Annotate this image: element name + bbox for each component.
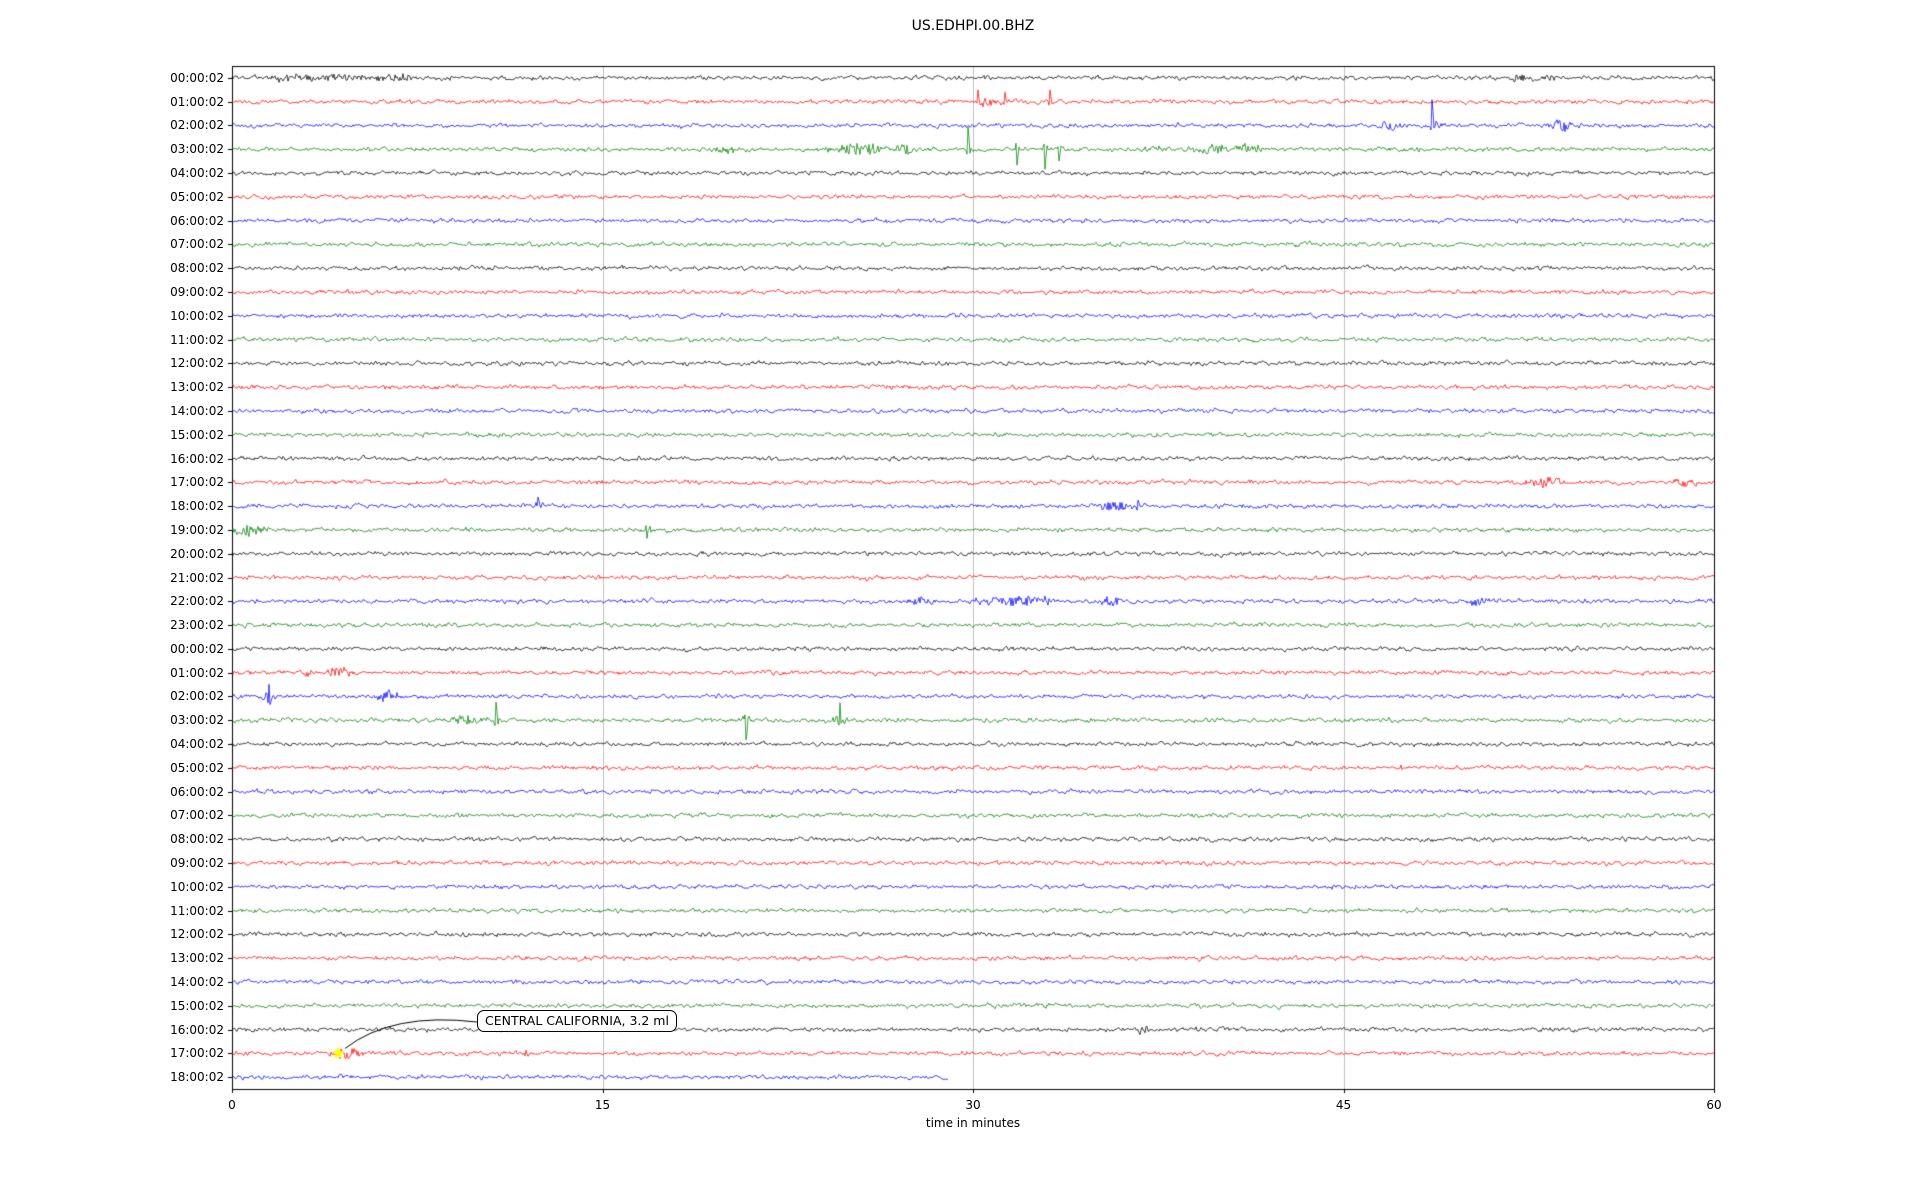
trace-time-label: 11:00:02 — [170, 332, 224, 347]
trace-time-label: 18:00:02 — [170, 499, 224, 514]
trace-time-label: 08:00:02 — [170, 261, 224, 276]
trace-time-label: 09:00:02 — [170, 285, 224, 299]
trace-time-label: 16:00:02 — [170, 451, 224, 466]
trace-time-label: 08:00:02 — [170, 832, 224, 847]
trace-time-label: 13:00:02 — [170, 380, 224, 395]
trace-time-label: 07:00:02 — [170, 237, 224, 252]
trace-time-label: 02:00:02 — [170, 118, 224, 133]
trace-time-label: 21:00:02 — [170, 570, 224, 585]
trace-time-label: 01:00:02 — [170, 94, 224, 109]
plot-title: US.EDHPI.00.BHZ — [911, 18, 1035, 34]
trace-time-label: 13:00:02 — [170, 951, 224, 966]
x-axis-tick-label: 60 — [1706, 1098, 1722, 1112]
trace-time-label: 01:00:02 — [170, 665, 224, 680]
trace-time-label: 14:00:02 — [170, 974, 224, 989]
x-axis-tick-label: 15 — [594, 1098, 611, 1112]
trace-time-label: 06:00:02 — [170, 784, 224, 799]
trace-time-label: 17:00:02 — [170, 475, 224, 490]
trace-time-label: 04:00:02 — [170, 166, 224, 181]
trace-time-label: 17:00:02 — [170, 1046, 224, 1061]
x-axis-tick-label: 30 — [965, 1098, 981, 1112]
event-annotation: CENTRAL CALIFORNIA, 3.2 ml — [477, 1010, 677, 1032]
trace-time-label: 16:00:02 — [170, 1022, 224, 1037]
trace-time-label: 18:00:02 — [170, 1070, 224, 1085]
trace-time-label: 11:00:02 — [170, 903, 224, 918]
trace-time-label: 00:00:02 — [170, 70, 224, 85]
trace-time-label: 05:00:02 — [170, 760, 224, 775]
x-axis-label: time in minutes — [925, 1116, 1021, 1130]
trace-time-label: 20:00:02 — [170, 546, 224, 561]
trace-time-label: 00:00:02 — [170, 641, 224, 656]
trace-time-label: 12:00:02 — [170, 927, 224, 942]
trace-time-label: 07:00:02 — [170, 808, 224, 823]
trace-time-label: 05:00:02 — [170, 189, 224, 204]
trace-time-label: 15:00:02 — [170, 998, 224, 1013]
trace-time-label: 19:00:02 — [170, 522, 224, 537]
trace-time-label: 09:00:02 — [170, 855, 224, 870]
trace-time-label: 06:00:02 — [170, 213, 224, 228]
trace-time-label: 02:00:02 — [170, 689, 224, 704]
trace-time-label: 10:00:02 — [170, 308, 224, 323]
trace-time-label: 23:00:02 — [170, 618, 224, 633]
trace-time-label: 03:00:02 — [170, 713, 224, 728]
trace-time-label: 04:00:02 — [170, 737, 224, 752]
trace-time-label: 03:00:02 — [170, 142, 224, 157]
trace-time-label: 12:00:02 — [170, 356, 224, 371]
trace-time-label: 14:00:02 — [170, 403, 224, 418]
event-annotation-text: CENTRAL CALIFORNIA, 3.2 ml — [485, 1013, 669, 1028]
trace-time-label: 10:00:02 — [170, 879, 224, 894]
trace-time-label: 15:00:02 — [170, 427, 224, 442]
trace-time-label: 22:00:02 — [170, 594, 224, 609]
x-axis-tick-label: 45 — [1335, 1098, 1352, 1112]
x-axis-tick-label: 0 — [228, 1098, 236, 1112]
